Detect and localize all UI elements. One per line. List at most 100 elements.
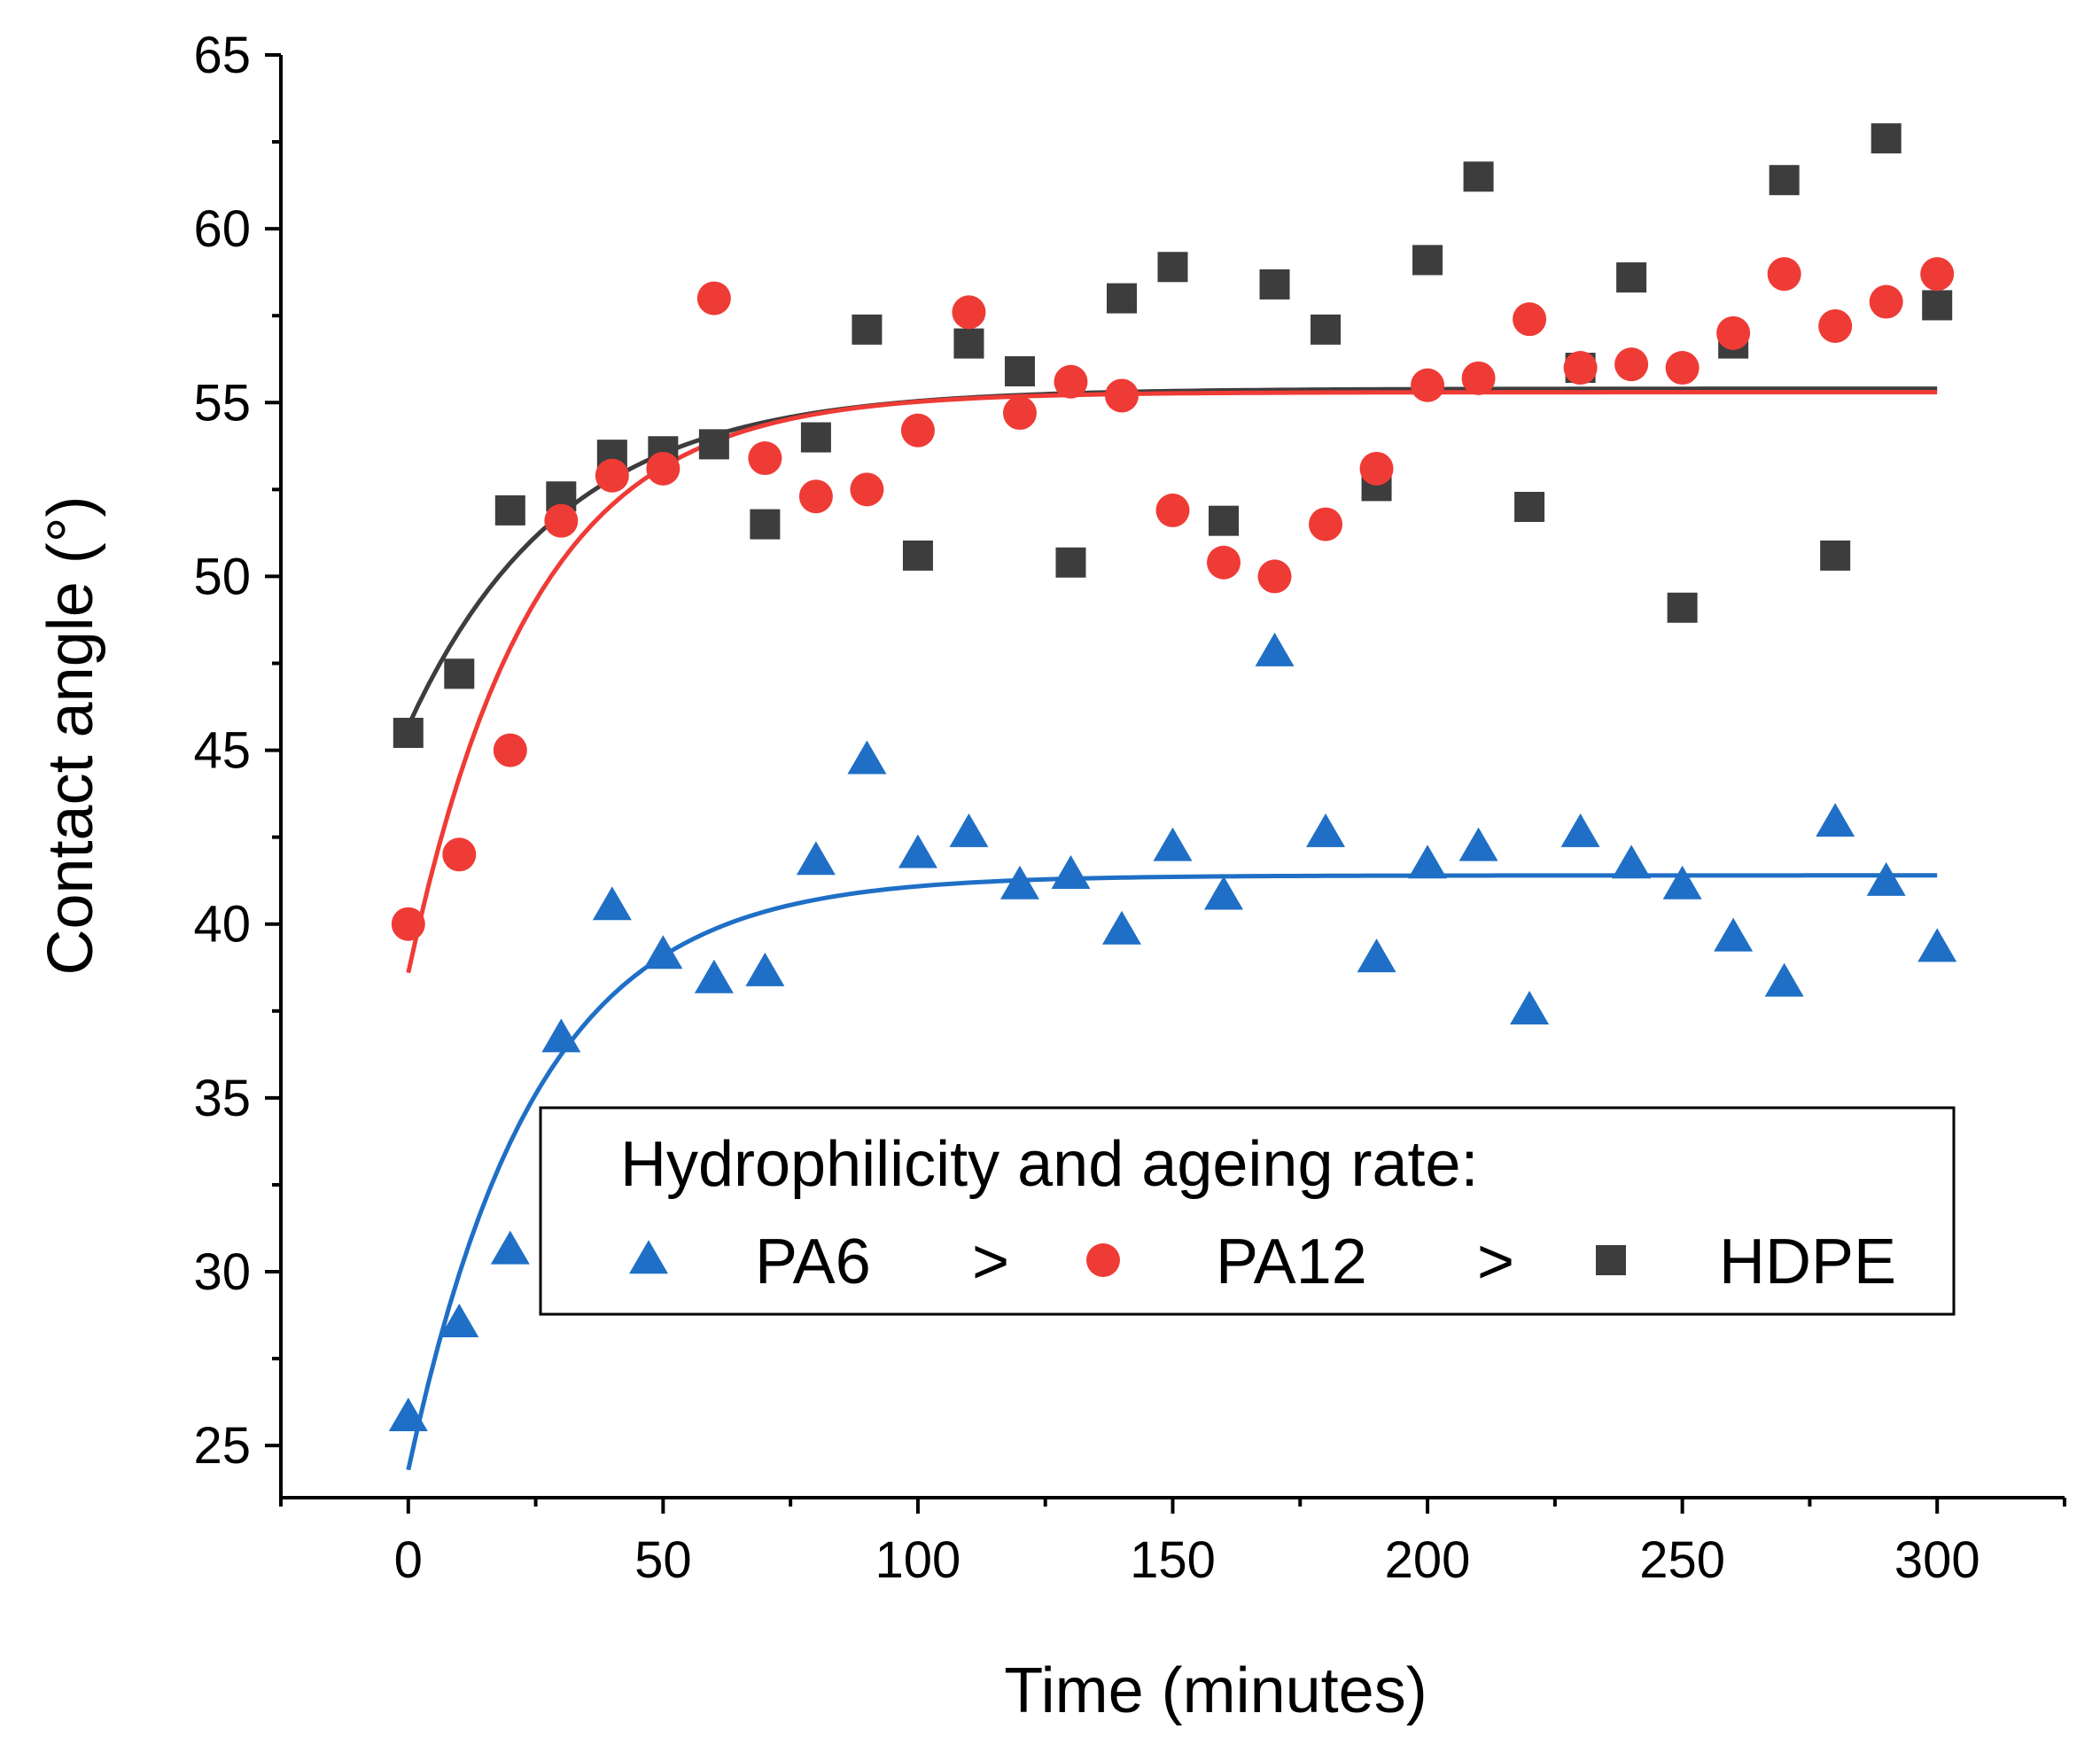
point-pa12 <box>1665 351 1699 385</box>
point-hdpe <box>1871 123 1902 154</box>
legend-label-pa6: PA6 <box>755 1227 871 1297</box>
x-axis-title: Time (minutes) <box>1004 1655 1427 1726</box>
point-pa6 <box>999 865 1039 899</box>
legend-marker-pa12 <box>1086 1243 1120 1277</box>
point-pa12 <box>1002 396 1037 431</box>
y-tick-label: 35 <box>193 1070 251 1127</box>
data-markers <box>388 123 1957 1431</box>
point-pa12 <box>798 479 833 514</box>
y-tick-label: 50 <box>193 548 251 605</box>
point-hdpe <box>1616 262 1647 293</box>
point-pa12 <box>1767 257 1801 292</box>
point-hdpe <box>494 495 525 526</box>
point-pa12 <box>391 907 425 941</box>
point-pa12 <box>850 472 884 507</box>
point-pa6 <box>541 1018 581 1053</box>
point-pa12 <box>442 837 477 872</box>
point-pa12 <box>1207 545 1241 580</box>
point-hdpe <box>800 422 831 453</box>
x-tick-label: 100 <box>875 1531 961 1589</box>
point-pa6 <box>1458 827 1498 861</box>
y-tick-label: 65 <box>193 27 251 84</box>
y-tick-label: 60 <box>193 200 251 258</box>
axis-tick-labels: 25 30 35 40 45 50 55 60 65 0 50 100 150 200 250 300 <box>193 27 1979 1589</box>
y-tick-label: 40 <box>193 896 251 954</box>
point-pa6 <box>1714 917 1754 952</box>
legend-separator: > <box>972 1227 1009 1297</box>
point-pa6 <box>1051 855 1091 890</box>
point-hdpe <box>902 540 933 571</box>
point-pa6 <box>490 1230 530 1265</box>
x-tick-label: 150 <box>1130 1531 1216 1589</box>
y-tick-label: 25 <box>193 1417 251 1475</box>
point-pa12 <box>1513 302 1547 337</box>
point-pa6 <box>592 886 632 921</box>
point-hdpe <box>444 658 475 689</box>
legend-marker-pa6 <box>629 1240 668 1274</box>
x-tick-label: 50 <box>634 1531 692 1589</box>
series-pa6 <box>388 632 1957 1431</box>
point-hdpe <box>1055 547 1086 578</box>
point-pa6 <box>388 1397 428 1431</box>
point-pa6 <box>1662 865 1702 899</box>
legend-items: PA6 > PA12 > HDPE <box>629 1227 1896 1297</box>
point-hdpe <box>1514 491 1545 522</box>
point-pa12 <box>1155 493 1190 527</box>
point-hdpe <box>1157 252 1188 283</box>
legend-label-hdpe: HDPE <box>1719 1227 1896 1297</box>
point-hdpe <box>1209 505 1240 536</box>
point-pa6 <box>1866 861 1906 896</box>
point-hdpe <box>750 509 781 540</box>
point-pa6 <box>694 959 734 993</box>
point-hdpe <box>1259 269 1290 300</box>
point-pa12 <box>1054 364 1088 399</box>
y-tick-label: 30 <box>193 1243 251 1301</box>
point-pa12 <box>1461 361 1496 395</box>
point-pa6 <box>1357 938 1396 973</box>
x-tick-label: 200 <box>1385 1531 1471 1589</box>
point-pa6 <box>439 1304 479 1338</box>
point-hdpe <box>1922 290 1953 321</box>
point-hdpe <box>1820 540 1851 571</box>
point-hdpe <box>1769 165 1800 196</box>
legend-box <box>539 1106 1956 1316</box>
point-pa6 <box>1560 813 1600 847</box>
point-pa12 <box>1614 347 1649 382</box>
point-pa12 <box>595 458 629 493</box>
y-tick-label: 45 <box>193 722 251 780</box>
point-pa12 <box>544 503 579 538</box>
legend-separator: > <box>1477 1227 1514 1297</box>
y-axis-title: Contact angle (°) <box>35 495 106 975</box>
point-pa12 <box>1411 368 1445 402</box>
point-hdpe <box>1412 245 1443 276</box>
point-pa12 <box>748 441 782 476</box>
point-pa12 <box>1869 284 1903 319</box>
point-pa6 <box>847 740 887 775</box>
point-pa12 <box>493 733 527 767</box>
point-hdpe <box>393 717 424 748</box>
point-hdpe <box>698 429 729 460</box>
point-pa6 <box>1153 827 1193 861</box>
point-pa6 <box>1764 962 1804 997</box>
point-hdpe <box>953 328 984 359</box>
point-pa12 <box>1563 351 1598 385</box>
point-pa12 <box>952 295 986 330</box>
point-hdpe <box>1106 283 1137 314</box>
x-tick-label: 0 <box>394 1531 423 1589</box>
point-pa6 <box>796 841 836 876</box>
point-pa6 <box>745 952 785 986</box>
point-pa12 <box>1818 308 1853 343</box>
point-pa6 <box>1255 632 1295 666</box>
point-pa12 <box>1716 315 1751 350</box>
point-pa6 <box>1408 845 1448 879</box>
point-pa6 <box>949 813 989 847</box>
legend-title: Hydrophilicity and ageing rate: <box>620 1129 1479 1200</box>
point-pa6 <box>643 935 683 970</box>
point-pa6 <box>1306 813 1346 847</box>
point-pa12 <box>696 281 731 315</box>
point-hdpe <box>1311 314 1342 345</box>
legend: Hydrophilicity and ageing rate: PA6 > PA12… <box>539 1106 1956 1316</box>
x-tick-label: 300 <box>1894 1531 1980 1589</box>
point-hdpe <box>1004 355 1035 386</box>
